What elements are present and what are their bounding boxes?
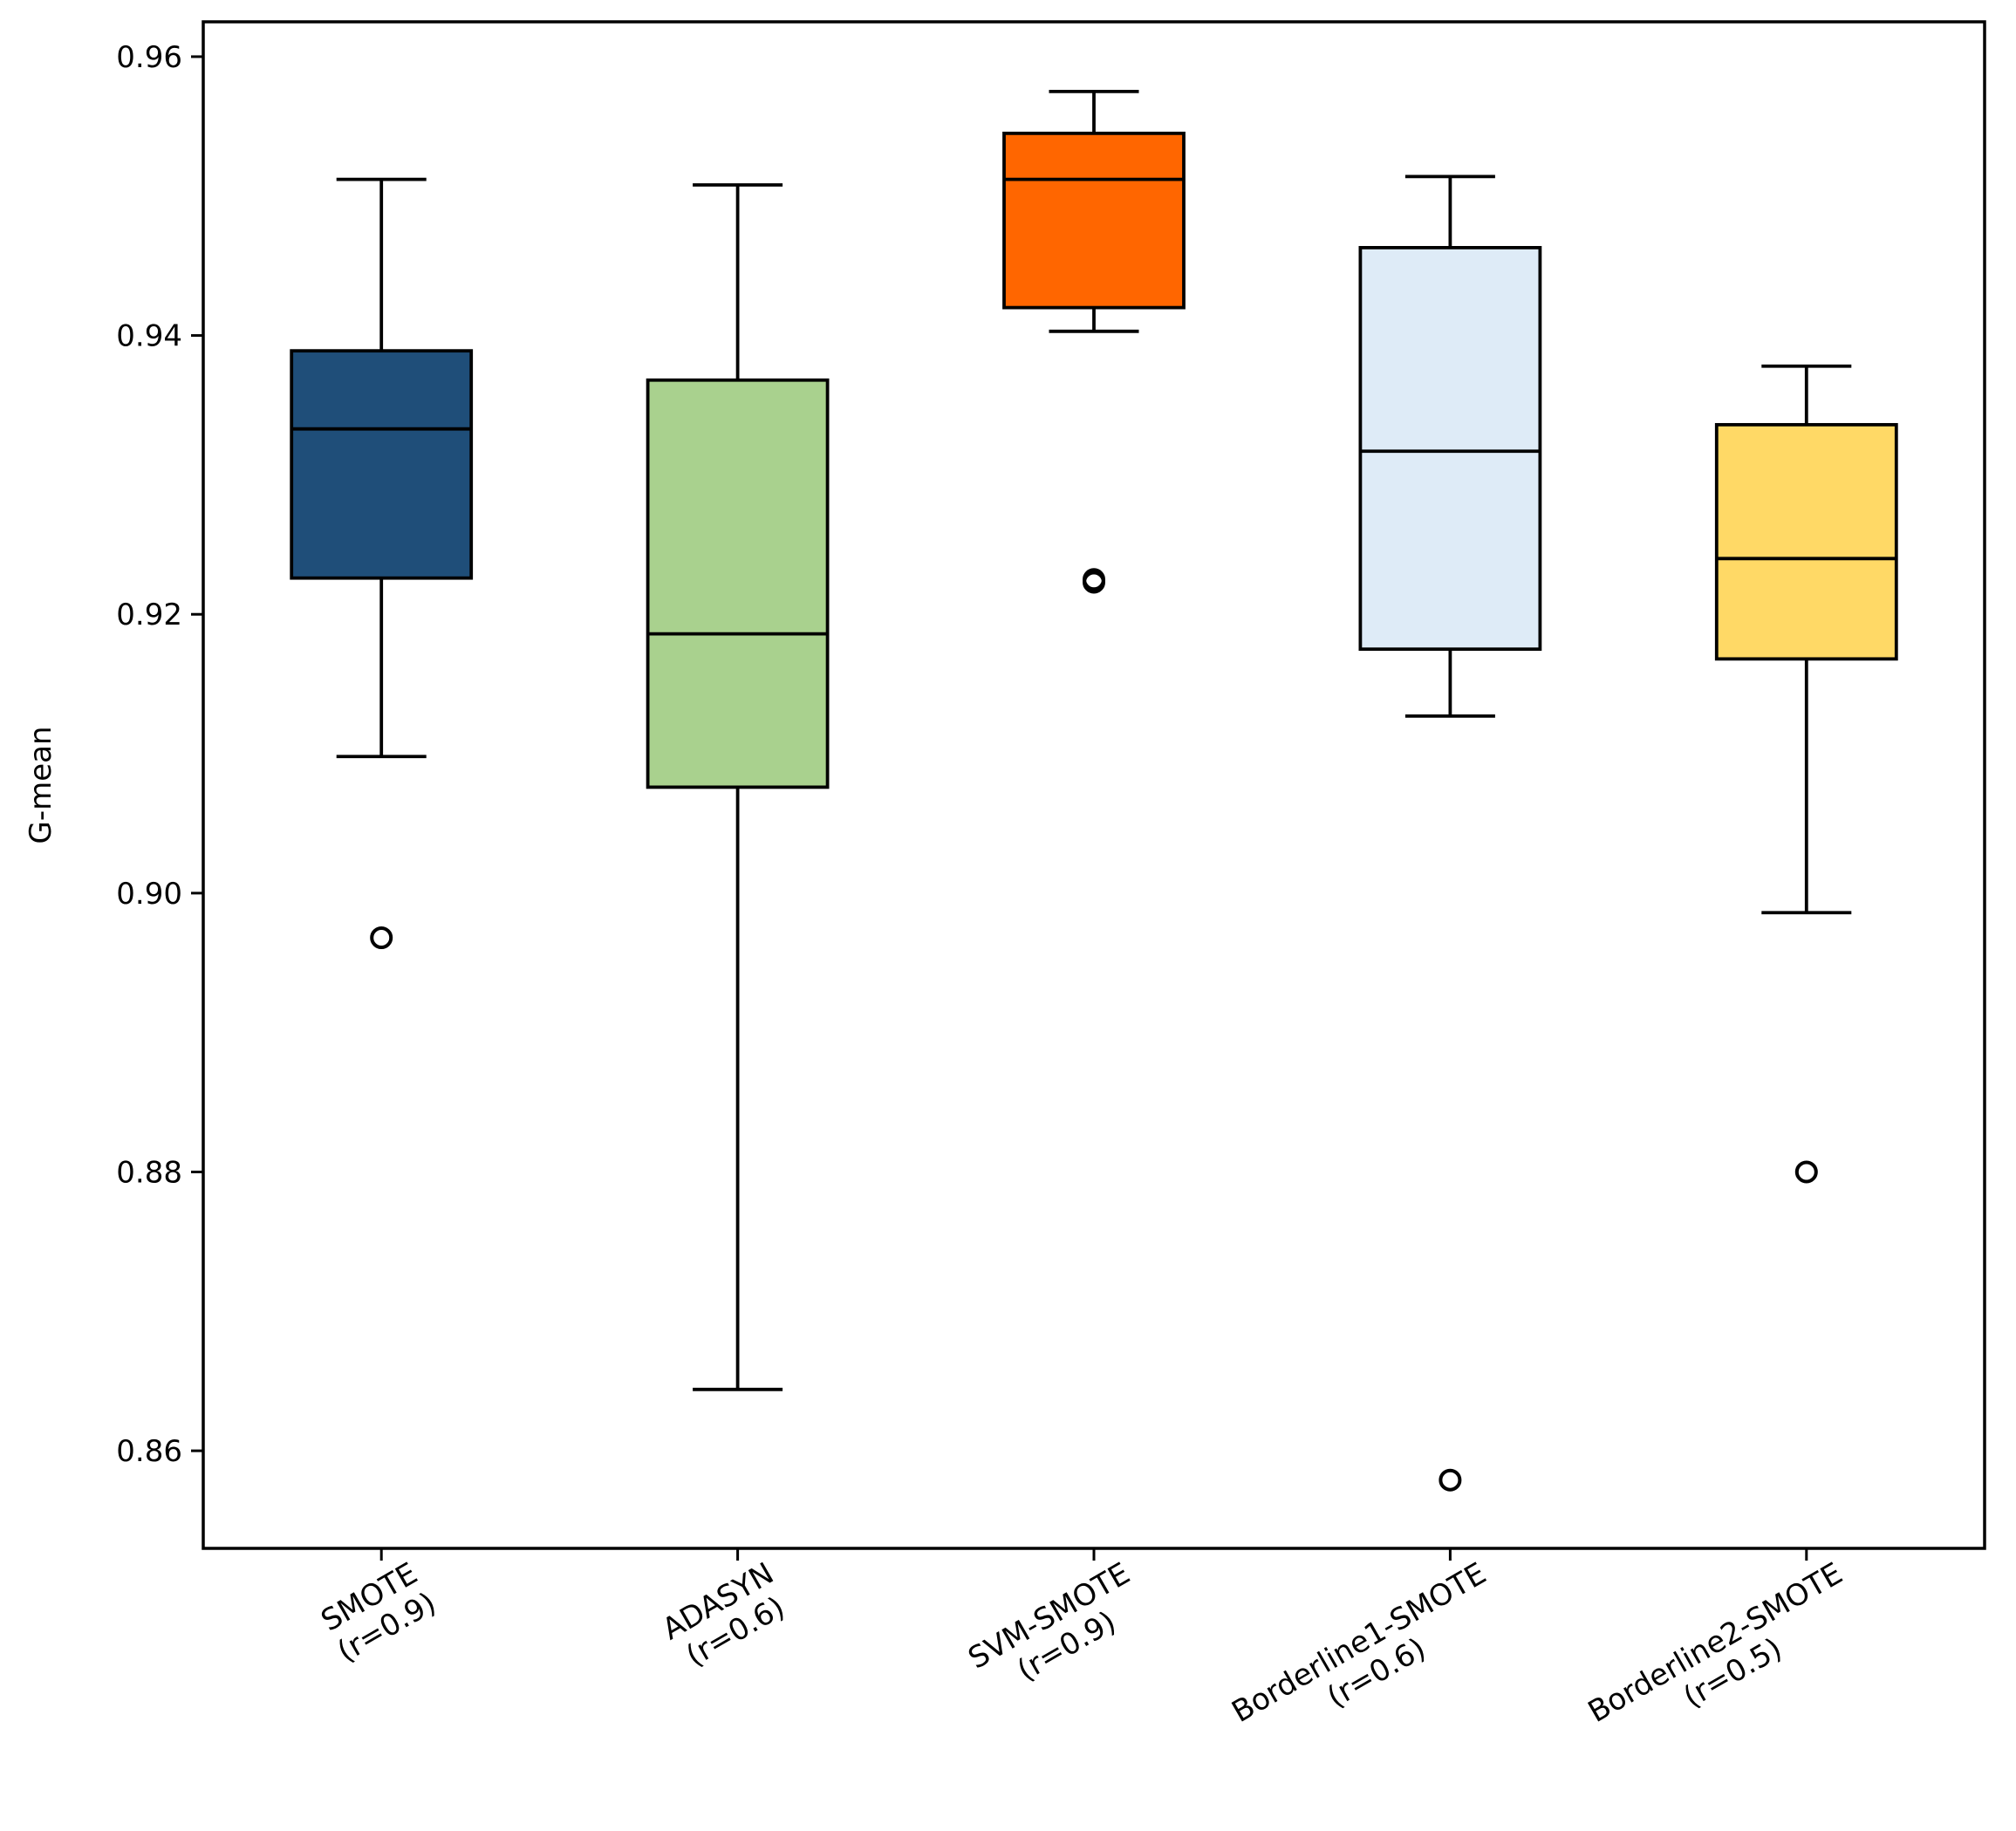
- box-iqr: [1358, 246, 1542, 652]
- box-group-3: [1358, 174, 1542, 1492]
- y-tick-label: 0.92: [116, 598, 182, 632]
- box-group-2: [1002, 90, 1186, 594]
- y-tick-label: 0.90: [116, 877, 182, 912]
- box-iqr: [646, 378, 830, 789]
- y-tick-label: 0.88: [116, 1155, 182, 1190]
- box-iqr: [290, 349, 474, 580]
- chart-marks: [290, 90, 1898, 1492]
- outlier-point: [1439, 1468, 1462, 1492]
- box-iqr: [1714, 422, 1898, 661]
- outlier-point: [370, 926, 393, 949]
- box-group-0: [290, 177, 474, 949]
- y-axis: 0.86 0.88 0.90 0.92 0.94 0.96: [116, 40, 203, 1469]
- y-axis-label: G-mean: [24, 726, 58, 844]
- y-tick-label: 0.94: [116, 319, 182, 354]
- y-tick-label: 0.96: [116, 40, 182, 75]
- y-tick-label: 0.86: [116, 1434, 182, 1469]
- plot-frame: [202, 20, 1986, 1550]
- box-iqr: [1002, 131, 1186, 310]
- outlier-point: [1794, 1160, 1818, 1184]
- box-group-4: [1714, 364, 1898, 1184]
- box-group-1: [646, 183, 830, 1391]
- outlier-point: [1083, 568, 1105, 591]
